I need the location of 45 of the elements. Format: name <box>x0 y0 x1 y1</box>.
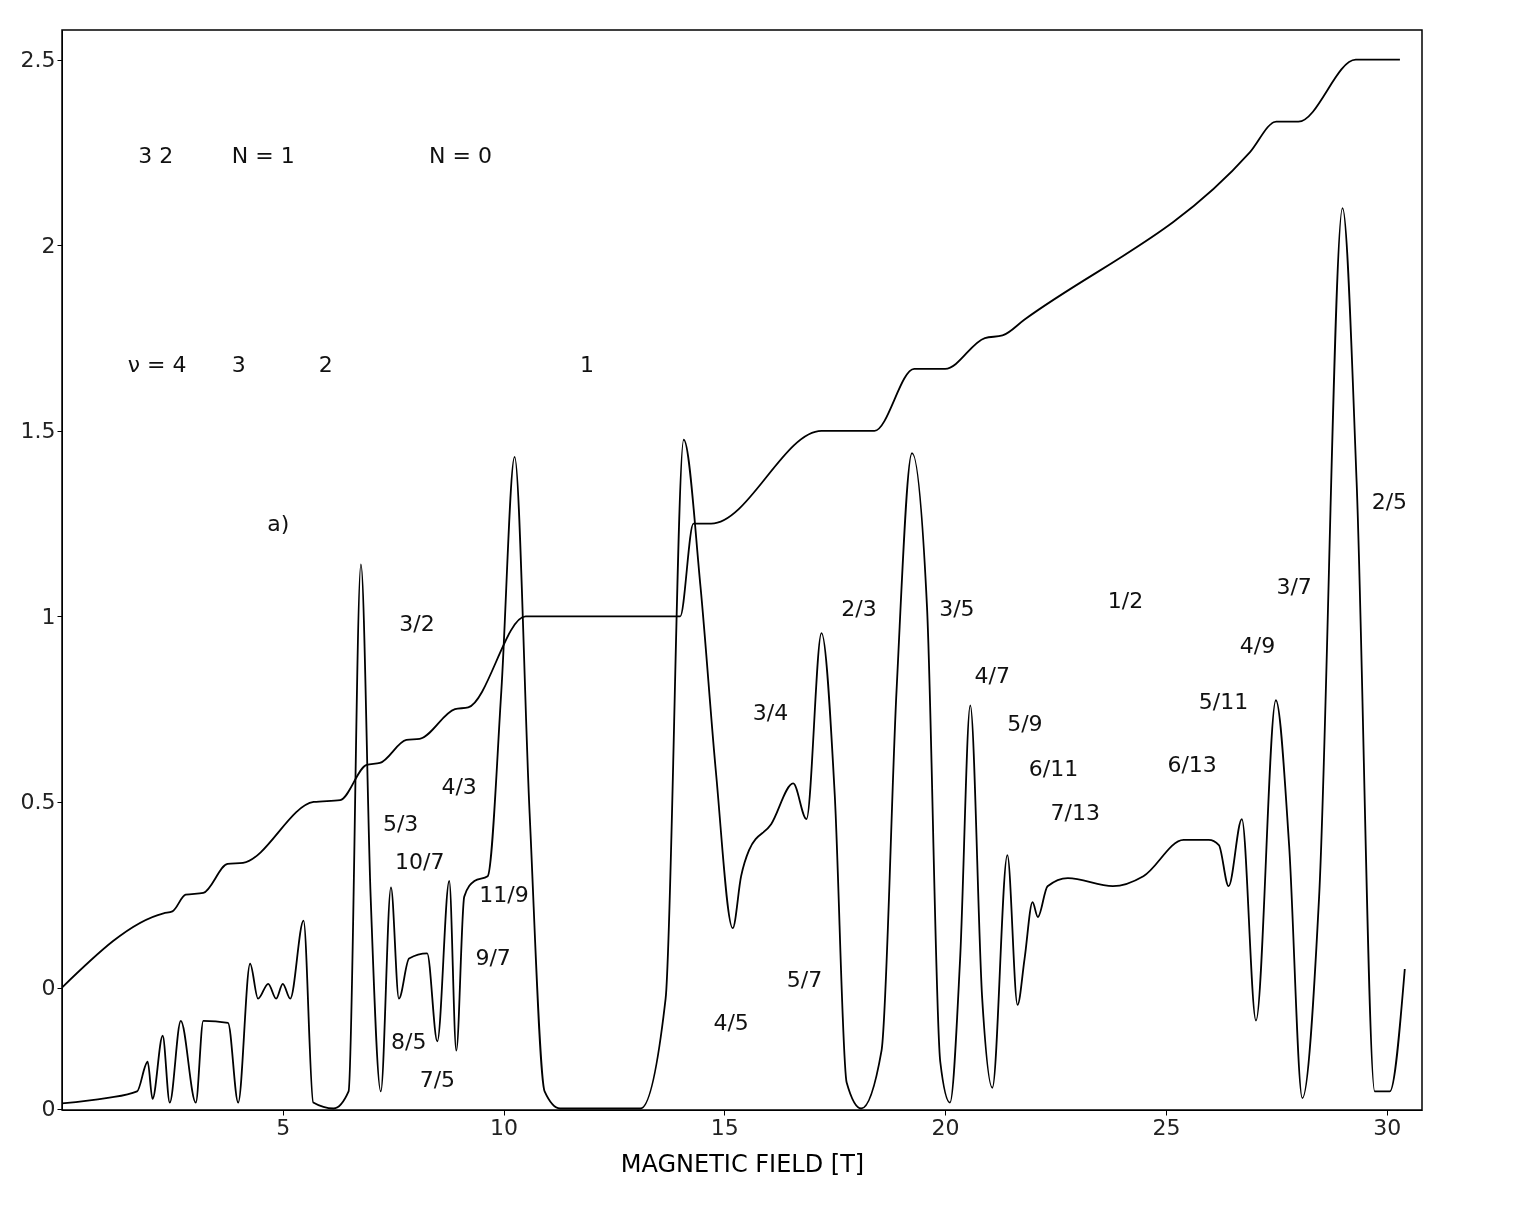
annotation: 3/2 <box>399 611 435 636</box>
annotation: 6/11 <box>1028 755 1079 781</box>
y-tick-label: 1 <box>41 603 56 629</box>
x-tick-label: 10 <box>490 1114 519 1140</box>
annotation: 8/5 <box>391 1028 427 1054</box>
y-tick-label: 2 <box>41 232 56 258</box>
annotation: 6/13 <box>1167 752 1217 778</box>
annotation: 7/5 <box>419 1066 456 1092</box>
annotation: 5/3 <box>382 810 419 836</box>
annotation: 5/11 <box>1198 688 1249 714</box>
annotation: 4/3 <box>441 774 477 800</box>
annotation: 3 2 <box>138 143 174 169</box>
annotation: 5/9 <box>1007 711 1043 737</box>
annotation: 9/7 <box>475 944 511 970</box>
annotation: N = 0 <box>429 143 492 169</box>
annotation: 3 <box>231 351 246 377</box>
annotation: 3/5 <box>939 595 975 621</box>
annotation: 4/9 <box>1239 632 1276 658</box>
annotation: 4/5 <box>713 1009 749 1035</box>
x-tick-label: 5 <box>276 1114 291 1140</box>
annotation: 3/7 <box>1276 574 1312 600</box>
x-axis-title: MAGNETIC FIELD [T] <box>620 1149 865 1178</box>
y-tick-label: 0 <box>41 1096 56 1122</box>
annotation: 1 <box>579 351 594 377</box>
x-tick-label: 30 <box>1373 1114 1402 1140</box>
annotation: ν = 4 <box>127 351 187 377</box>
annotation: 10/7 <box>394 848 445 874</box>
annotation: 2/3 <box>841 595 877 621</box>
y-tick-label: 0 <box>41 975 56 1001</box>
x-tick-label: 20 <box>931 1114 960 1140</box>
annotation: 7/13 <box>1050 800 1100 825</box>
annotation: 3/4 <box>752 699 789 725</box>
annotation: 2 <box>318 351 333 377</box>
annotation: 1/2 <box>1107 588 1144 614</box>
x-tick-label: 15 <box>710 1114 739 1140</box>
y-tick-label: 0.5 <box>20 789 56 815</box>
annotation: 4/7 <box>974 662 1010 688</box>
annotation: 11/9 <box>479 882 529 908</box>
y-tick-label: 1.5 <box>20 418 56 444</box>
x-tick-label: 25 <box>1152 1114 1181 1140</box>
y-tick-label: 2.5 <box>20 47 56 73</box>
annotation: 5/7 <box>786 967 823 993</box>
annotation: a) <box>267 510 290 536</box>
annotation: N = 1 <box>231 143 295 169</box>
annotation: 2/5 <box>1371 488 1408 514</box>
